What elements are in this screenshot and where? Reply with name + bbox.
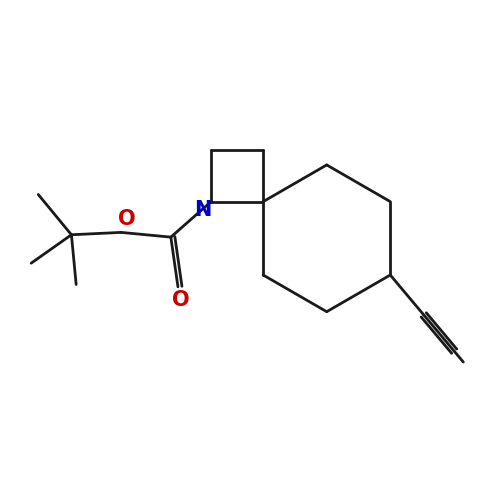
Text: O: O [118, 209, 136, 229]
Text: N: N [194, 200, 212, 220]
Text: O: O [171, 290, 189, 310]
